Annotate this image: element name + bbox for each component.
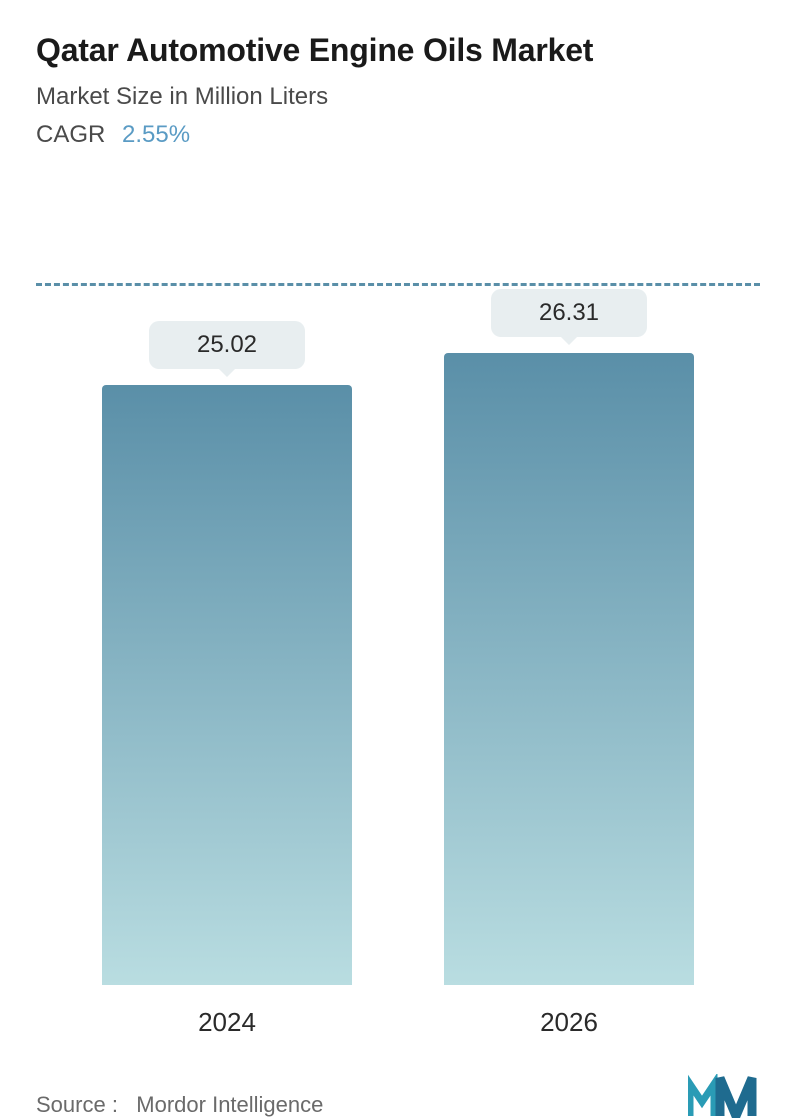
bars-region: 25.02 26.31 <box>36 197 760 985</box>
chart-container: Qatar Automotive Engine Oils Market Mark… <box>0 0 796 1034</box>
chart-area: 25.02 26.31 2024 2026 <box>36 197 760 1038</box>
chart-subtitle: Market Size in Million Liters <box>36 83 760 111</box>
reference-line <box>36 283 760 286</box>
x-label-1: 2026 <box>444 1007 694 1038</box>
bar-group-1: 26.31 <box>444 289 694 985</box>
brand-logo <box>688 1074 760 1118</box>
value-pill-0: 25.02 <box>149 321 305 369</box>
chart-title: Qatar Automotive Engine Oils Market <box>36 32 760 69</box>
source-name: Mordor Intelligence <box>136 1092 323 1117</box>
x-label-0: 2024 <box>102 1007 352 1038</box>
source-text: Source : Mordor Intelligence <box>36 1092 323 1118</box>
cagr-row: CAGR 2.55% <box>36 121 760 149</box>
bar-0 <box>102 385 352 985</box>
value-pill-1: 26.31 <box>491 289 647 337</box>
mordor-logo-icon <box>688 1074 760 1118</box>
footer: Source : Mordor Intelligence <box>36 1038 760 1118</box>
cagr-value: 2.55% <box>122 121 190 148</box>
bar-group-0: 25.02 <box>102 321 352 985</box>
x-axis-labels: 2024 2026 <box>36 985 760 1038</box>
source-label: Source : <box>36 1092 118 1117</box>
bar-1 <box>444 353 694 985</box>
cagr-label: CAGR <box>36 121 105 148</box>
